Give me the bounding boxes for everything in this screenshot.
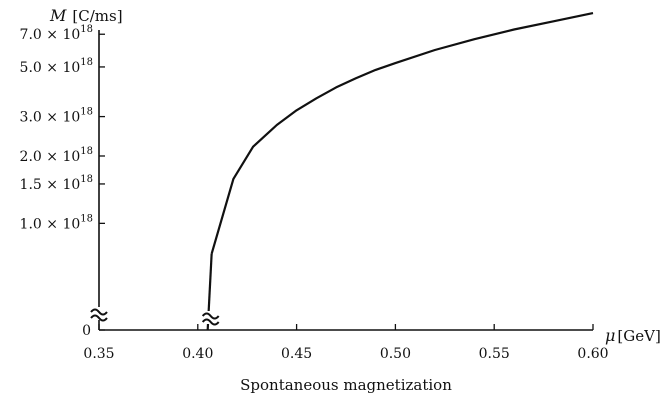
- x-tick-label: 0.45: [281, 346, 312, 362]
- x-tick-label: 0.55: [479, 346, 510, 362]
- y-axis-label: M [C/ms]: [49, 6, 123, 25]
- chart-caption: Spontaneous magnetization: [240, 376, 452, 394]
- x-tick-label: 0.35: [83, 346, 114, 362]
- x-axis-ticks: 0.35 0.40 0.45 0.50 0.55 0.60: [83, 324, 609, 362]
- y-axis-ticks: 7.0 × 1018 5.0 × 1018 3.0 × 1018 2.0 × 1018…: [20, 24, 105, 339]
- x-tick-label: 0.50: [380, 346, 411, 362]
- series-line: [210, 12, 594, 255]
- x-tick-label: 0.40: [182, 346, 213, 362]
- curve-break: [201, 311, 220, 326]
- y-tick-label: 1.5 × 1018: [20, 174, 93, 193]
- y-tick-label: 1.0 × 1018: [20, 213, 93, 232]
- y-tick-label: 5.0 × 1018: [20, 57, 93, 76]
- y-tick-label: 2.0 × 1018: [20, 146, 93, 165]
- y-axis-break: [90, 307, 108, 322]
- y-tick-label: 3.0 × 1018: [20, 107, 93, 126]
- x-axis-label: μ [GeV]: [605, 326, 661, 345]
- axis-breaks: [90, 307, 220, 326]
- y-zero-label: 0: [82, 323, 91, 339]
- y-tick-label: 7.0 × 1018: [20, 24, 93, 43]
- series-layer: [206, 12, 594, 331]
- axes: [98, 30, 593, 331]
- x-tick-label: 0.60: [577, 346, 608, 362]
